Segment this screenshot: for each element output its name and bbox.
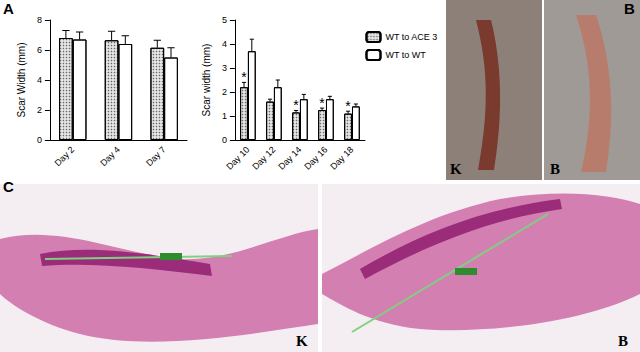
svg-text:*: *: [345, 98, 351, 114]
svg-text:2: 2: [37, 105, 42, 115]
svg-text:B: B: [618, 333, 628, 349]
svg-text:Day 18: Day 18: [328, 144, 355, 171]
html-text:A: A: [3, 0, 14, 17]
svg-text:1: 1: [222, 111, 227, 121]
svg-text:*: *: [293, 97, 299, 113]
svg-text:5: 5: [222, 15, 227, 25]
svg-text:WT to ACE 3: WT to ACE 3: [385, 32, 437, 42]
svg-text:K: K: [296, 333, 308, 349]
svg-text:WT to WT: WT to WT: [385, 50, 426, 60]
svg-text:Scar width (mm): Scar width (mm): [201, 44, 212, 117]
svg-text:K: K: [450, 161, 462, 177]
html-text:C: C: [3, 178, 14, 195]
svg-text:2: 2: [222, 87, 227, 97]
svg-text:4: 4: [222, 39, 227, 49]
svg-text:Day 14: Day 14: [276, 144, 303, 171]
svg-text:B: B: [550, 161, 560, 177]
html-text:B: B: [624, 0, 635, 17]
svg-text:4: 4: [37, 75, 42, 85]
svg-text:0: 0: [37, 135, 42, 145]
svg-text:Day 4: Day 4: [98, 144, 122, 168]
svg-text:Day 2: Day 2: [53, 144, 77, 168]
svg-text:*: *: [319, 95, 325, 111]
svg-text:Day 12: Day 12: [250, 144, 277, 171]
svg-text:Day 16: Day 16: [302, 144, 329, 171]
svg-text:0: 0: [222, 135, 227, 145]
svg-text:Day 10: Day 10: [224, 144, 251, 171]
svg-text:8: 8: [37, 15, 42, 25]
svg-text:6: 6: [37, 45, 42, 55]
svg-text:Scar Width (mm): Scar Width (mm): [16, 43, 27, 118]
svg-text:Day 7: Day 7: [144, 144, 168, 168]
svg-text:*: *: [241, 69, 247, 85]
svg-text:3: 3: [222, 63, 227, 73]
